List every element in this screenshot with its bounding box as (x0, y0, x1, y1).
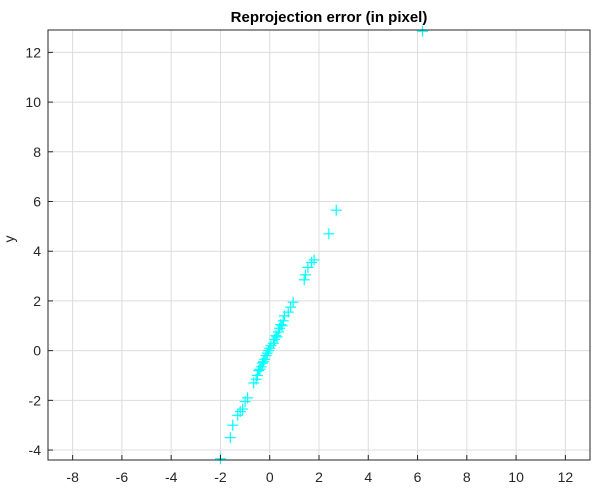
grid (48, 30, 590, 460)
chart-title: Reprojection error (in pixel) (231, 9, 428, 26)
y-axis: -4 -2 0 2 4 6 8 10 12 (25, 44, 53, 458)
x-tick-label: 2 (315, 469, 323, 485)
y-axis-label: y (1, 236, 17, 243)
x-tick-label: 8 (463, 469, 471, 485)
data-point (330, 204, 342, 216)
data-point (237, 403, 249, 415)
data-point (248, 377, 260, 389)
data-point (302, 261, 314, 273)
data-point (279, 310, 291, 322)
data-point (308, 254, 320, 266)
y-tick-label: -4 (29, 442, 42, 458)
data-point (287, 296, 299, 308)
data-point (232, 409, 244, 421)
y-tick-label: 8 (33, 144, 41, 160)
data-point (271, 331, 283, 343)
data-point (285, 301, 297, 313)
data-point (227, 419, 239, 431)
x-tick-label: -8 (66, 469, 79, 485)
data-point (254, 363, 266, 375)
y-tick-label: -2 (29, 392, 42, 408)
x-tick-label: -2 (214, 469, 227, 485)
x-tick-label: -4 (165, 469, 178, 485)
y-tick-label: 6 (33, 194, 41, 210)
x-tick-label: 6 (414, 469, 422, 485)
data-point (299, 269, 311, 281)
data-point (261, 347, 273, 359)
x-axis: -8 -6 -4 -2 0 2 4 6 8 10 12 (66, 455, 573, 485)
data-point (262, 345, 274, 357)
data-point (224, 432, 236, 444)
x-tick-label: 10 (508, 469, 524, 485)
y-tick-label: 2 (33, 293, 41, 309)
data-point (298, 274, 310, 286)
data-point (276, 320, 288, 332)
data-point (253, 365, 265, 377)
x-tick-label: 0 (266, 469, 274, 485)
y-tick-label: 12 (25, 44, 41, 60)
data-point (265, 340, 277, 352)
data-point (323, 228, 335, 240)
data-point (416, 25, 428, 37)
y-tick-label: 0 (33, 343, 41, 359)
x-tick-label: -6 (116, 469, 129, 485)
x-tick-label: 12 (558, 469, 574, 485)
x-tick-label: 4 (364, 469, 372, 485)
y-tick-label: 4 (33, 243, 41, 259)
data-point (258, 356, 270, 368)
y-tick-label: 10 (25, 94, 41, 110)
data-point (239, 396, 251, 408)
data-point (264, 342, 276, 354)
